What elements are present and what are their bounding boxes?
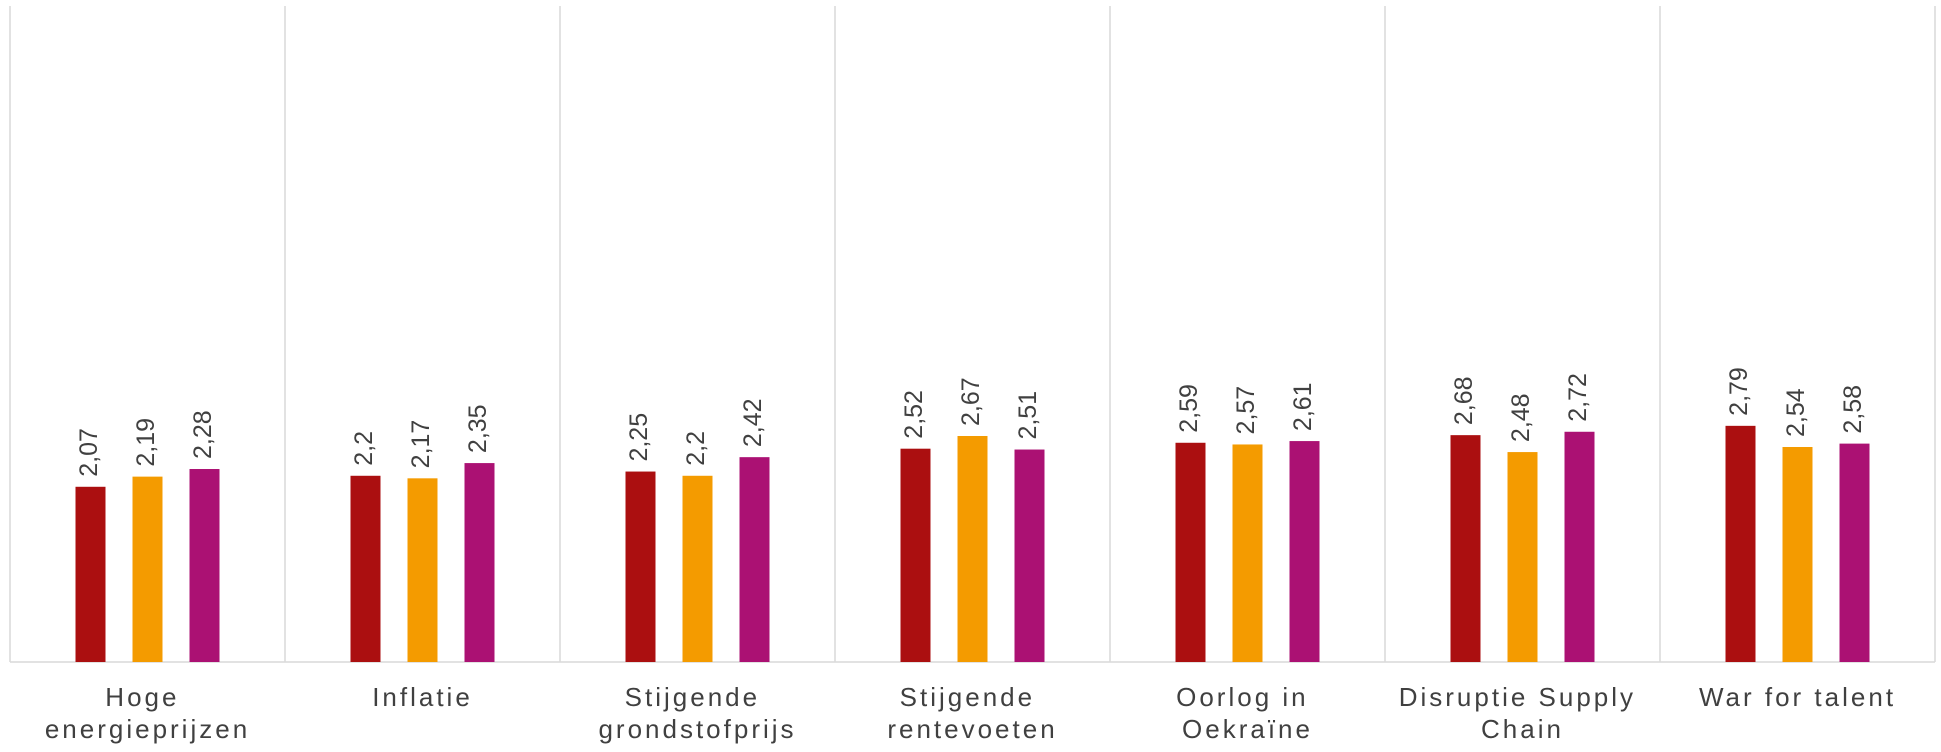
value-label: 2,68 — [1450, 376, 1478, 425]
bar — [1175, 442, 1206, 662]
value-label: 2,51 — [1014, 391, 1042, 440]
value-label: 2,72 — [1564, 373, 1592, 422]
bar — [1232, 444, 1263, 662]
value-label: 2,59 — [1175, 384, 1203, 433]
bar — [1839, 443, 1870, 662]
value-label: 2,25 — [625, 413, 653, 462]
bar — [1289, 441, 1320, 662]
bar — [1782, 447, 1813, 662]
value-label: 2,19 — [132, 418, 160, 467]
x-tick-label: Hoge energieprijzen — [45, 682, 250, 744]
value-label: 2,2 — [350, 431, 378, 466]
x-tick-label: Oorlog in Oekraïne — [1176, 682, 1319, 744]
value-label: 2,07 — [75, 428, 103, 477]
value-label: 2,2 — [682, 431, 710, 466]
bar — [407, 478, 438, 662]
bar — [1725, 425, 1756, 662]
value-label: 2,79 — [1725, 367, 1753, 416]
bar — [682, 475, 713, 662]
bar — [1014, 449, 1045, 662]
value-label: 2,28 — [189, 410, 217, 459]
x-tick-label: Stijgende grondstofprijs — [598, 682, 796, 744]
bar — [132, 476, 163, 662]
bar — [625, 471, 656, 662]
value-label: 2,42 — [739, 398, 767, 447]
bar — [1564, 431, 1595, 662]
value-label: 2,67 — [957, 377, 985, 426]
bar — [957, 435, 988, 662]
x-tick-label: Disruptie Supply Chain — [1399, 682, 1647, 744]
bar — [1450, 435, 1481, 662]
value-label: 2,54 — [1782, 388, 1810, 437]
value-label: 2,48 — [1507, 393, 1535, 442]
bar — [350, 475, 381, 662]
value-label: 2,17 — [407, 420, 435, 469]
x-tick-label: Stijgende rentevoeten — [887, 682, 1057, 744]
bar — [1507, 452, 1538, 662]
value-label: 2,57 — [1232, 386, 1260, 435]
value-label: 2,52 — [900, 390, 928, 439]
value-label: 2,35 — [464, 404, 492, 453]
bar — [900, 448, 931, 662]
value-label: 2,58 — [1839, 385, 1867, 434]
bar — [189, 469, 220, 662]
bar — [464, 463, 495, 662]
bar — [739, 457, 770, 662]
x-tick-label: Inflatie — [372, 682, 473, 712]
x-tick-label: War for talent — [1699, 682, 1896, 712]
value-label: 2,61 — [1289, 382, 1317, 431]
bar — [75, 486, 106, 662]
